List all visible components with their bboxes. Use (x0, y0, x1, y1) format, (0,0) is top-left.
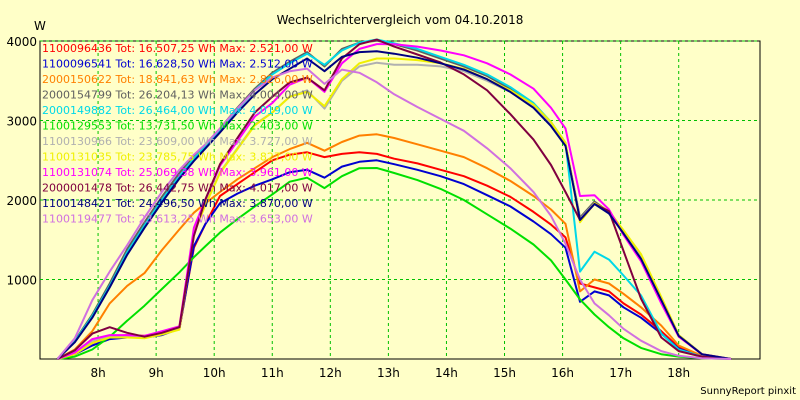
legend-entry-6: 1100129553 Tot: 13.731,50 Wh Max: 2.403,… (42, 120, 313, 133)
credit-text: SunnyReport pinxit (700, 386, 796, 397)
legend-entry-9: 1100131074 Tot: 25.069,38 Wh Max: 3.961,… (42, 166, 313, 179)
x-tick-label: 15h (493, 366, 516, 380)
x-tick-label: 13h (377, 366, 400, 380)
series-layer (56, 38, 732, 360)
x-ticks: 8h 9h 10h 11h 12h 13h 14h 15h 16h 17h 18h (90, 366, 690, 380)
series-line-3 (56, 133, 732, 360)
y-axis-label: W (34, 19, 46, 33)
y-tick-label: 3000 (6, 115, 37, 129)
series-line-10 (56, 38, 732, 360)
legend: 1100096436 Tot: 16.507,25 Wh Max: 2.521,… (42, 42, 313, 226)
legend-entry-2: 1100096541 Tot: 16.628,50 Wh Max: 2.512,… (42, 58, 313, 71)
y-tick-label: 1000 (6, 274, 37, 288)
legend-entry-7: 1100130966 Tot: 23.609,00 Wh Max: 3.727,… (42, 135, 313, 148)
series-line-11 (56, 50, 732, 360)
x-tick-label: 16h (551, 366, 574, 380)
legend-entry-11: 1100148421 Tot: 24.496,50 Wh Max: 3.870,… (42, 197, 313, 210)
legend-entry-4: 2000154799 Tot: 26.204,13 Wh Max: 4.004,… (42, 89, 313, 102)
y-tick-label: 2000 (6, 194, 37, 208)
legend-entry-8: 1100131035 Tot: 23.785,75 Wh Max: 3.827,… (42, 151, 313, 164)
legend-entry-1: 1100096436 Tot: 16.507,25 Wh Max: 2.521,… (42, 42, 313, 55)
legend-entry-10: 2000001478 Tot: 26.442,75 Wh Max: 4.017,… (42, 182, 313, 195)
y-tick-label: 4000 (6, 35, 37, 49)
legend-entry-12: 1100119477 Tot: 23.613,25 Wh Max: 3.653,… (42, 213, 313, 226)
x-tick-label: 11h (261, 366, 284, 380)
x-tick-label: 14h (435, 366, 458, 380)
series-line-12 (56, 67, 732, 360)
y-ticks: 1000 2000 3000 4000 (6, 35, 37, 288)
x-tick-label: 18h (667, 366, 690, 380)
legend-entry-3: 2000150622 Tot: 18.841,63 Wh Max: 2.826,… (42, 73, 313, 86)
legend-entry-5: 2000149882 Tot: 26.464,00 Wh Max: 4.019,… (42, 104, 313, 117)
x-tick-label: 12h (319, 366, 342, 380)
series-line-6 (57, 167, 732, 360)
x-tick-label: 17h (609, 366, 632, 380)
chart-title: Wechselrichtervergleich vom 04.10.2018 (277, 13, 524, 27)
x-tick-label: 9h (149, 366, 164, 380)
x-tick-label: 8h (90, 366, 105, 380)
series-line-9 (57, 43, 732, 360)
grid (40, 40, 760, 359)
x-tick-label: 10h (203, 366, 226, 380)
